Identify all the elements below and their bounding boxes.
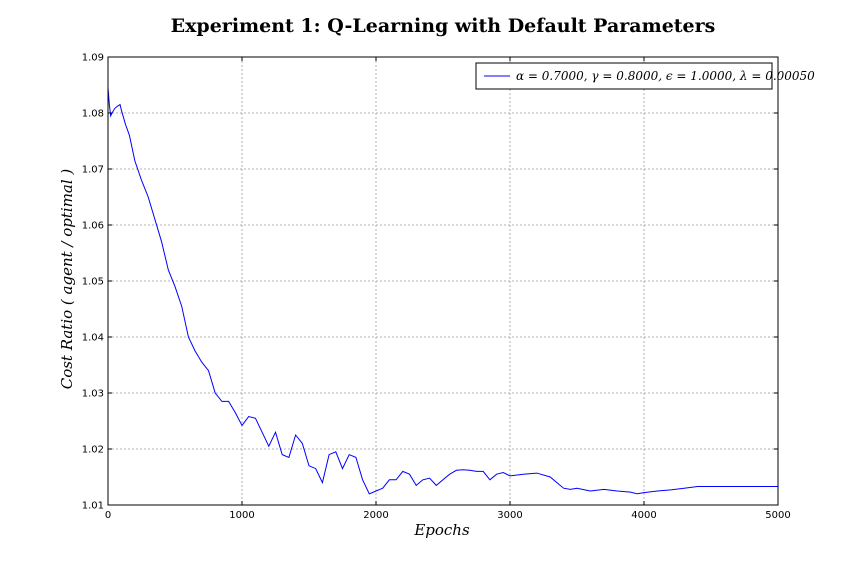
- y-tick-label: 1.02: [82, 445, 104, 456]
- y-axis-ticks: 1.01 1.02 1.03 1.04 1.05 1.06 1.07 1.08 1.09: [82, 53, 778, 512]
- y-tick-label: 1.01: [82, 501, 104, 512]
- y-tick-label: 1.09: [82, 53, 104, 64]
- x-tick-label: 1000: [229, 510, 254, 521]
- x-tick-label: 5000: [765, 510, 790, 521]
- y-tick-label: 1.06: [82, 221, 104, 232]
- x-tick-label: 3000: [497, 510, 522, 521]
- y-tick-label: 1.08: [82, 109, 104, 120]
- y-tick-label: 1.07: [82, 165, 104, 176]
- chart-title: Experiment 1: Q-Learning with Default Pa…: [171, 15, 716, 37]
- series-line: [107, 87, 778, 495]
- x-tick-label: 0: [105, 510, 111, 521]
- y-tick-label: 1.05: [82, 277, 104, 288]
- x-tick-label: 4000: [631, 510, 656, 521]
- grid-lines: [108, 57, 778, 505]
- legend-box: [475, 62, 773, 90]
- y-axis-label: Cost Ratio ( agent / optimal ): [58, 169, 76, 390]
- x-axis-label: Epochs: [413, 521, 470, 539]
- y-tick-label: 1.03: [82, 389, 104, 400]
- legend-entry: α = 0.7000, γ = 0.8000, ϵ = 1.0000, λ = …: [516, 69, 815, 83]
- x-axis-ticks: 0 1000 2000 3000 4000 5000: [105, 57, 791, 521]
- y-tick-label: 1.04: [82, 333, 104, 344]
- legend: α = 0.7000, γ = 0.8000, ϵ = 1.0000, λ = …: [475, 62, 815, 90]
- x-tick-label: 2000: [363, 510, 388, 521]
